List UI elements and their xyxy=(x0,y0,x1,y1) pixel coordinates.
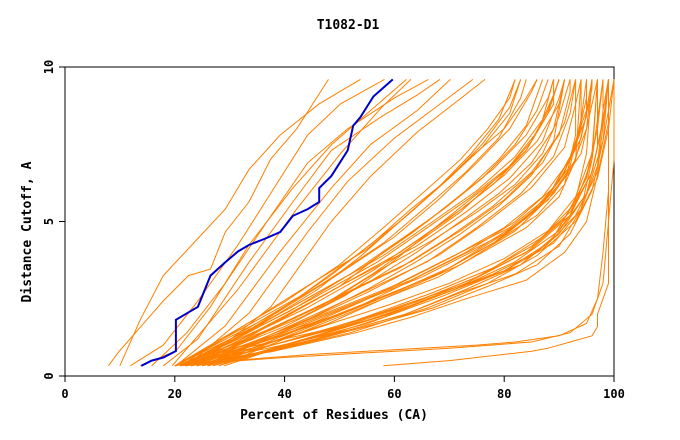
model-curve xyxy=(171,79,412,367)
model-curve xyxy=(185,79,609,367)
model-curve xyxy=(207,79,582,367)
model-curve xyxy=(180,79,522,367)
reference-lines xyxy=(107,78,486,367)
model-curve xyxy=(191,79,538,367)
model-curve xyxy=(185,79,555,367)
model-curve xyxy=(174,79,516,367)
model-curve xyxy=(191,79,582,367)
model-curve xyxy=(213,79,587,367)
y-tick-label: 0 xyxy=(42,372,56,379)
y-tick-label: 5 xyxy=(42,218,56,225)
x-axis-label: Percent of Residues (CA) xyxy=(240,408,428,423)
model-curve xyxy=(180,79,615,367)
model-curve xyxy=(196,79,587,367)
x-tick-label: 60 xyxy=(387,387,401,401)
model-curve xyxy=(180,79,549,367)
y-axis-label: Distance Cutoff, A xyxy=(20,161,35,302)
y-tick-label: 10 xyxy=(42,60,56,74)
model-curve xyxy=(107,79,329,367)
model-curve xyxy=(185,79,609,367)
highlight-curve xyxy=(140,78,394,367)
plot-axes xyxy=(59,66,615,382)
model-curve xyxy=(202,79,593,367)
model-curve xyxy=(383,79,609,367)
x-tick-label: 80 xyxy=(497,387,511,401)
model-curve xyxy=(224,79,609,367)
model-curve xyxy=(191,79,615,367)
model-curve xyxy=(130,78,385,367)
highlight-line-group xyxy=(140,78,394,367)
x-tick-label: 100 xyxy=(603,387,625,401)
model-curve xyxy=(191,79,571,367)
model-curve xyxy=(175,79,451,367)
model-curve xyxy=(185,79,527,367)
chart-title: T1082-D1 xyxy=(317,18,380,33)
model-curve xyxy=(191,79,587,367)
model-lines xyxy=(174,79,615,367)
x-tick-label: 40 xyxy=(277,387,291,401)
model-curve xyxy=(196,79,566,367)
x-tick-label: 0 xyxy=(61,387,68,401)
model-curve xyxy=(151,78,429,367)
model-curve xyxy=(218,79,598,367)
model-curve xyxy=(185,79,555,367)
model-curve xyxy=(197,79,486,367)
model-curve xyxy=(185,79,566,367)
model-curve xyxy=(186,79,474,367)
model-curve xyxy=(218,79,604,367)
model-curve xyxy=(202,79,577,367)
model-curve xyxy=(180,79,593,367)
model-curve xyxy=(196,79,598,367)
model-curve xyxy=(174,79,516,367)
model-curve xyxy=(196,79,577,367)
model-curve xyxy=(119,78,361,367)
model-curve xyxy=(207,79,615,367)
x-tick-label: 20 xyxy=(168,387,182,401)
tick-labels: 0 20 40 60 80 100 0 5 10 xyxy=(42,60,625,401)
model-curve xyxy=(207,79,593,367)
model-curve xyxy=(185,79,560,367)
model-curve xyxy=(196,79,609,367)
